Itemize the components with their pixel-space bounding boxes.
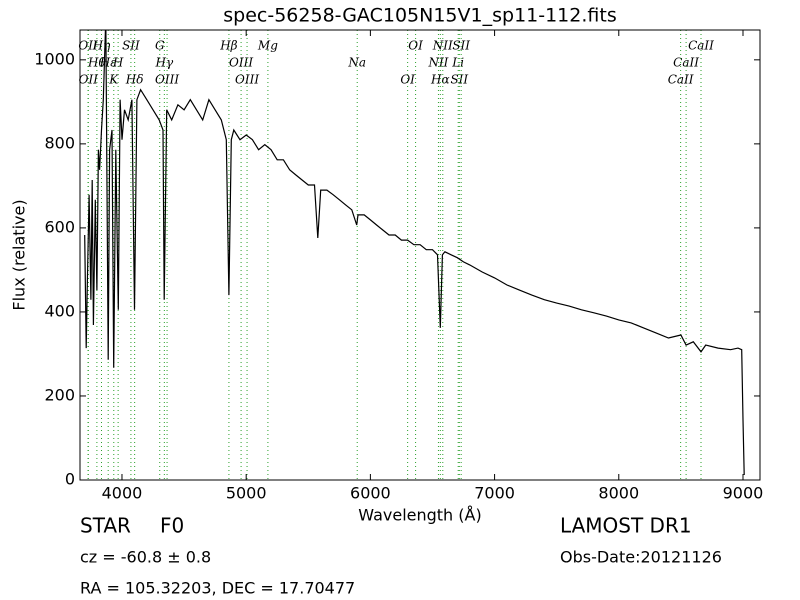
spectral-line-label: Hε	[99, 56, 117, 70]
object-class: STAR	[80, 514, 131, 538]
spectral-line-label: Hδ	[125, 73, 144, 87]
y-tick-label: 600	[44, 217, 75, 236]
spectral-line-label: CaII	[673, 56, 699, 70]
spectral-line-label: OII	[79, 73, 99, 87]
y-tick-label: 1000	[34, 49, 75, 68]
survey: LAMOST DR1	[560, 514, 692, 538]
x-axis-label: Wavelength (Å)	[358, 506, 481, 525]
spectral-line-label: CaII	[688, 39, 714, 53]
spectral-line-label: G	[155, 39, 165, 53]
x-tick-label: 9000	[723, 484, 764, 503]
spectral-line-label: SII	[122, 39, 140, 53]
spectral-line-label: Mg	[257, 39, 278, 53]
subclass: F0	[160, 514, 184, 538]
plot-frame	[79, 29, 761, 481]
spectral-line-label: SII	[450, 73, 468, 87]
spectral-line-label: Na	[347, 56, 366, 70]
spectral-line-label: OI	[408, 39, 423, 53]
x-tick-label: 4000	[102, 484, 143, 503]
spectral-line-label: OI	[400, 73, 415, 87]
x-tick-label: 7000	[474, 484, 515, 503]
x-tick-label: 8000	[598, 484, 639, 503]
spectral-line-label: OIII	[229, 56, 253, 70]
y-tick-label: 200	[44, 385, 75, 404]
y-tick-label: 800	[44, 133, 75, 152]
y-tick-label: 0	[65, 470, 75, 489]
spectral-line-label: K	[108, 73, 119, 87]
spectral-line-label: Hβ	[219, 39, 237, 53]
chart-title: spec-56258-GAC105N15V1_sp11-112.fits	[223, 5, 616, 27]
spectral-line-label: OIII	[235, 73, 259, 87]
spectral-line-label: OIII	[155, 73, 179, 87]
y-axis-label: Flux (relative)	[10, 199, 29, 310]
spectral-line-label: Hγ	[155, 56, 174, 70]
spectral-line-label: Li	[451, 56, 464, 70]
spectral-line-label: SII	[452, 39, 470, 53]
spectral-line-label: NII	[432, 39, 453, 53]
obs-date: Obs-Date:20121126	[560, 548, 722, 567]
spectral-line-label: Hα	[430, 73, 450, 87]
spectral-line-label: NII	[427, 56, 448, 70]
y-tick-label: 400	[44, 301, 75, 320]
spectral-line-label: CaII	[668, 73, 694, 87]
redshift: cz = -60.8 ± 0.8	[80, 548, 211, 567]
spectral-line-label: OII	[78, 39, 98, 53]
spectrum-line	[84, 30, 745, 476]
x-tick-label: 5000	[226, 484, 267, 503]
x-tick-label: 6000	[350, 484, 391, 503]
spectral-line-label: H	[112, 56, 124, 70]
coordinates: RA = 105.32203, DEC = 17.70477	[80, 579, 355, 598]
